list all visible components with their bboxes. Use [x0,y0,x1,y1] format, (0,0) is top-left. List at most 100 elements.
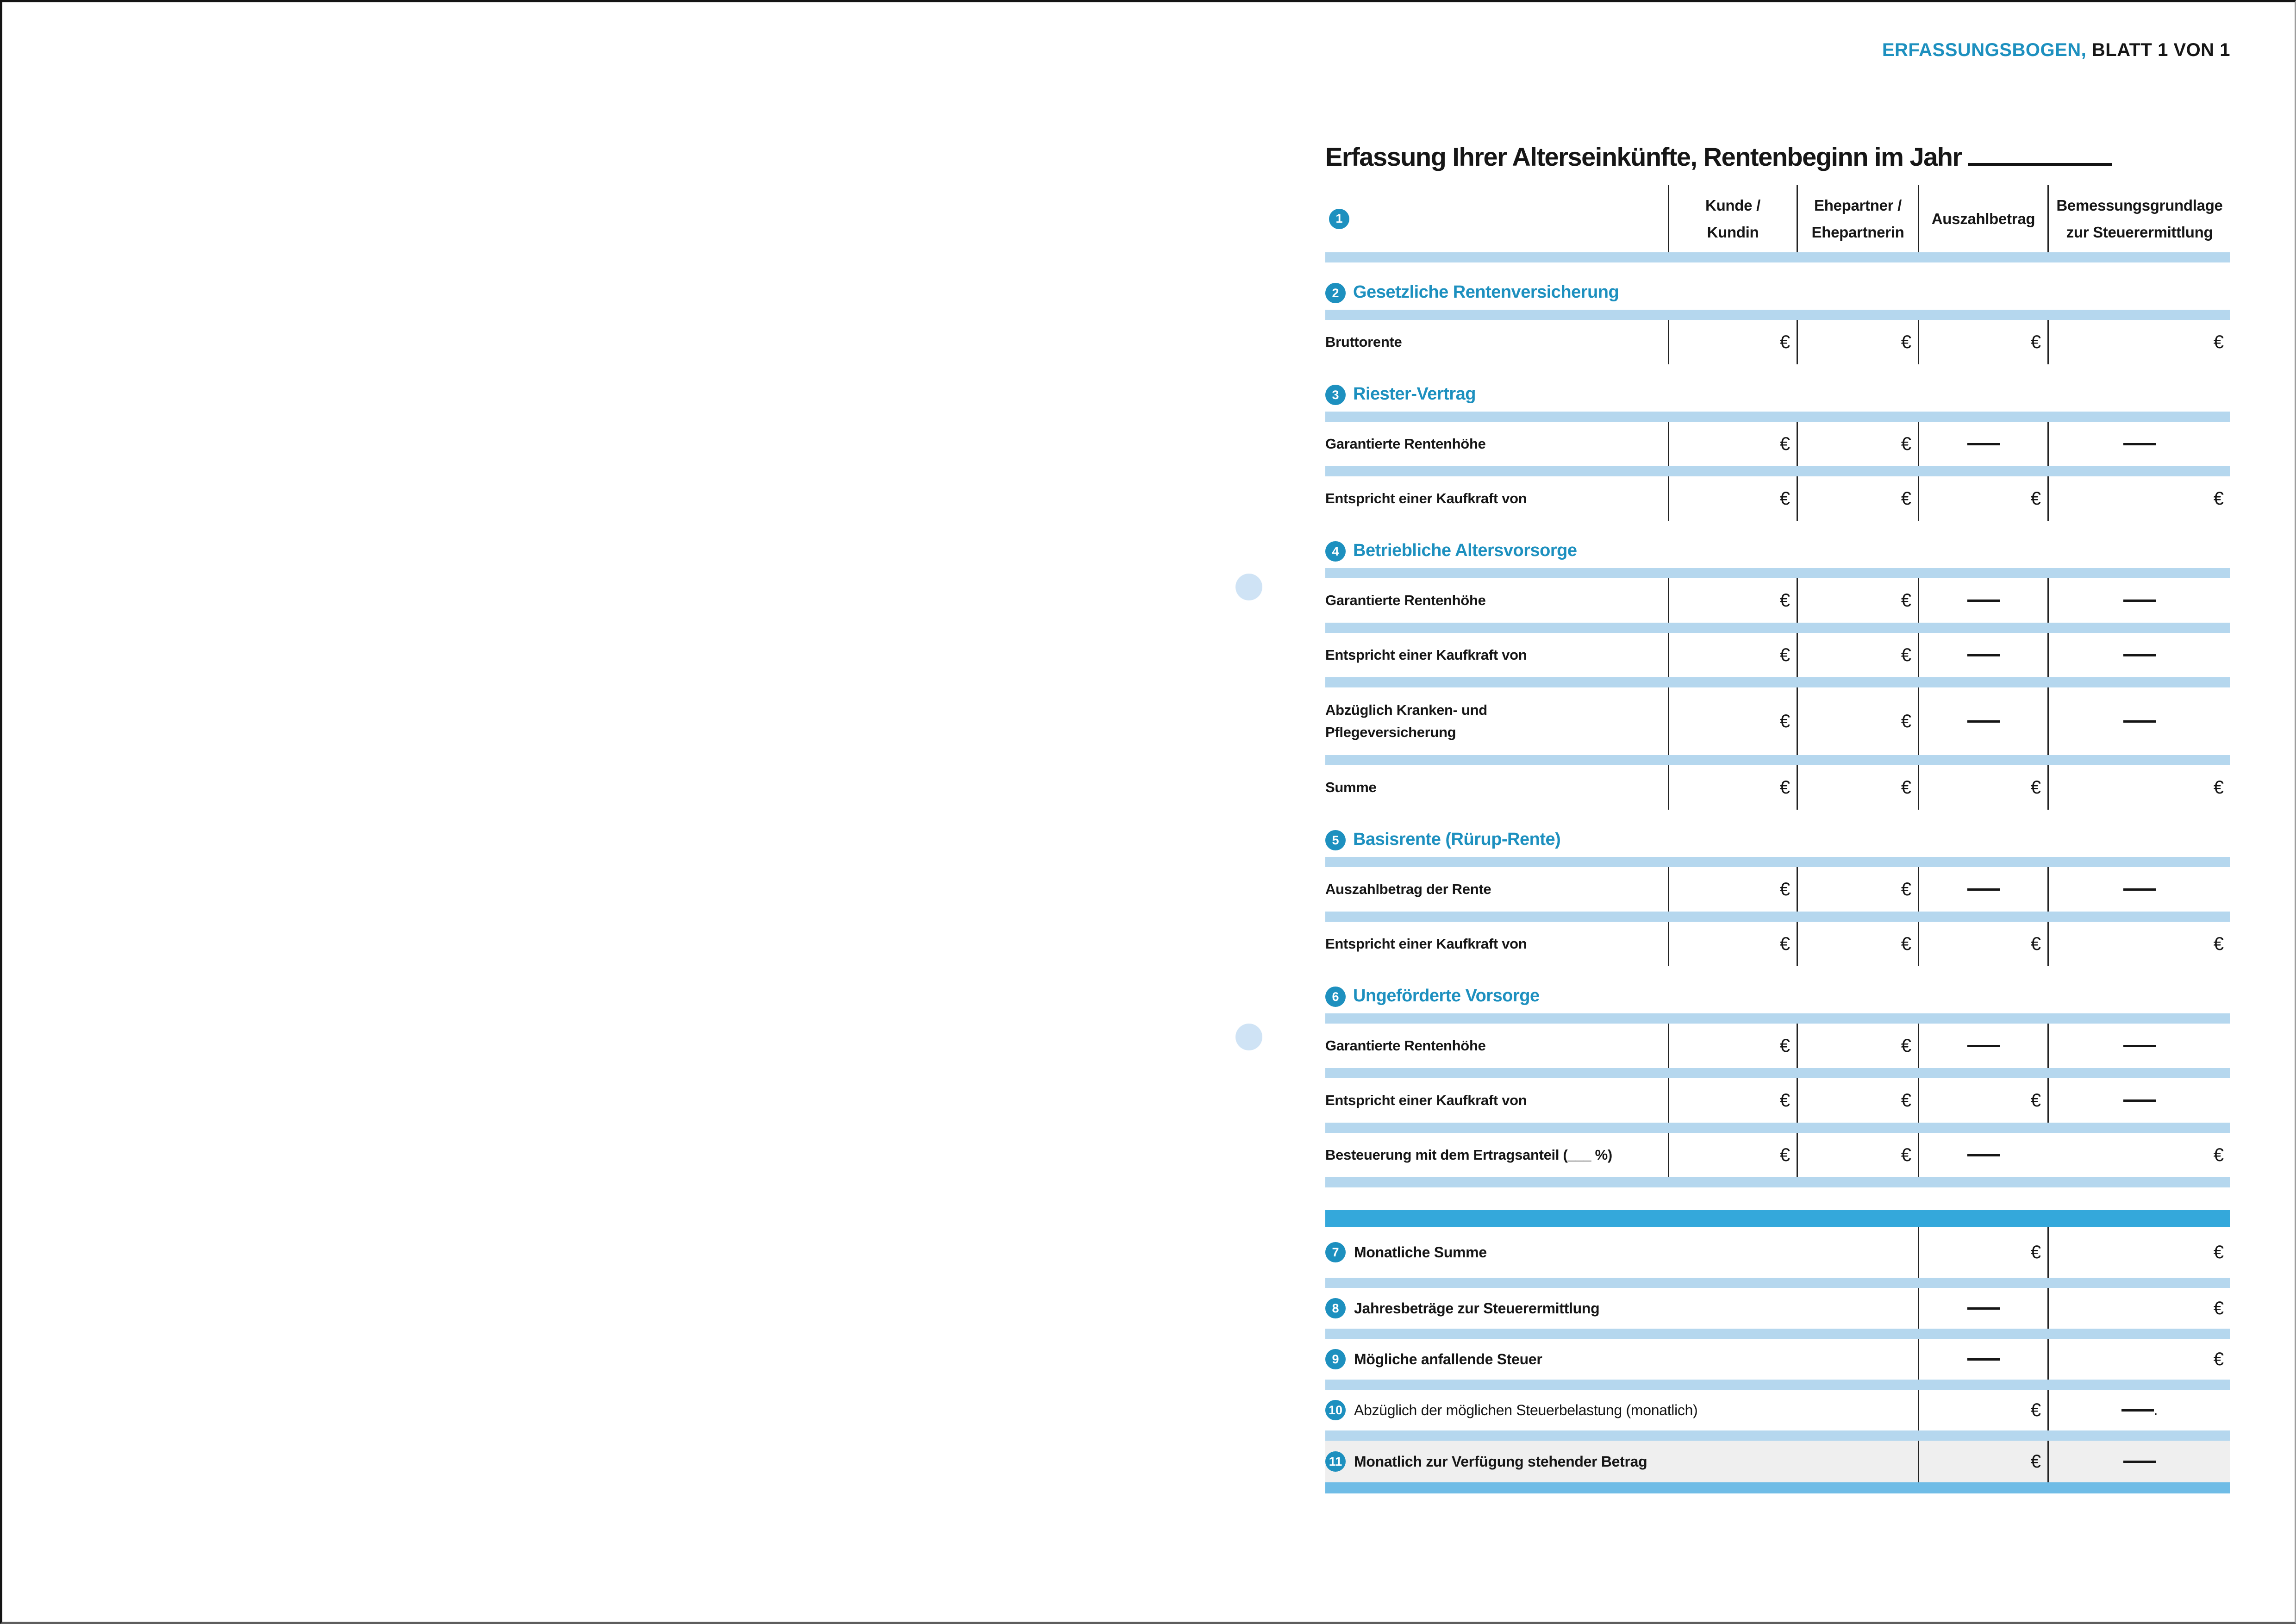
row-label: Garantierte Rentenhöhe [1325,435,1486,452]
spacer [1325,1187,2230,1210]
empty-dash-cell [1918,687,2047,755]
dash-mark [1967,1358,2000,1361]
summary-row-label: 7 Monatliche Summe [1325,1227,1918,1278]
table-row: Garantierte Rentenhöhe € € [1325,1024,2230,1068]
euro-amount-field: € [2047,476,2230,521]
dash-mark [2123,599,2156,602]
table-row: Auszahlbetrag der Rente € € [1325,867,2230,912]
empty-dash-cell [2047,687,2230,755]
summary-number-badge: 11 [1325,1451,1346,1472]
summary-label-text: Mögliche anfallende Steuer [1354,1350,1542,1368]
section-heading: 3 Riester-Vertrag [1325,364,2230,412]
euro-amount-field: € [2047,1227,2230,1278]
empty-dash-cell [1918,422,2047,466]
row-label: Garantierte Rentenhöhe [1325,592,1486,608]
euro-amount-field: € [1918,1227,2047,1278]
section-number-badge: 6 [1325,987,1346,1007]
dash-mark [2123,654,2156,656]
euro-amount-field: € [1668,765,1797,810]
row-label: Besteuerung mit dem Ertragsanteil (___ %… [1325,1146,1612,1163]
section-number-badge: 2 [1325,283,1346,303]
table-row: Entspricht einer Kaufkraft von € € [1325,633,2230,677]
table-header-row: 1 Kunde / Kundin Ehepartner / Ehepartnerin… [1325,185,2230,252]
section-number-badge: 5 [1325,830,1346,850]
table-row: Besteuerung mit dem Ertragsanteil (___ %… [1325,1133,2230,1177]
separator-band [1325,1278,2230,1288]
summary-number-badge: 10 [1325,1400,1346,1420]
row-label: Entspricht einer Kaufkraft von [1325,935,1527,952]
dash-mark [1967,599,2000,602]
row-label: Garantierte Rentenhöhe [1325,1037,1486,1054]
summary-label-text: Monatliche Summe [1354,1243,1487,1261]
separator-band [1325,755,2230,765]
euro-amount-field: € [1918,320,2047,364]
euro-amount-field: € [2047,922,2230,966]
empty-dash-cell [2047,422,2230,466]
summary-row-label: 8 Jahresbeträge zur Steuerermittlung [1325,1288,1918,1329]
section-number-badge: 3 [1325,385,1346,405]
euro-amount-field: € [1668,1024,1797,1068]
summary-row-label: 11 Monatlich zur Verfügung stehender Betr… [1325,1441,1918,1482]
euro-amount-field: € [1797,765,1918,810]
separator-band [1325,412,2230,422]
section-heading: 4 Betriebliche Altersvorsorge [1325,521,2230,568]
dash-mark [1967,443,2000,445]
euro-amount-field: € [1668,633,1797,677]
summary-number-badge: 9 [1325,1349,1346,1369]
empty-dash-cell [1918,633,2047,677]
empty-dash-cell [2047,578,2230,623]
table-row: Abzüglich Kranken- und Pflegeversicherun… [1325,687,2230,755]
euro-amount-field: € [1668,867,1797,912]
empty-dash-cell [1918,578,2047,623]
punch-hole-mark-top [1235,574,1262,600]
empty-dash-cell [2047,1078,2230,1123]
empty-dash-cell [2047,1441,2230,1482]
empty-dash-cell [1918,867,2047,912]
table-row: Entspricht einer Kaufkraft von € € € [1325,1078,2230,1123]
section-title: Gesetzliche Rentenversicherung [1353,282,1619,302]
section-heading: 6 Ungeförderte Vorsorge [1325,966,2230,1013]
row-label: Bruttorente [1325,333,1402,350]
separator-band [1325,1068,2230,1078]
table-row: Garantierte Rentenhöhe € € [1325,422,2230,466]
section-heading: 5 Basisrente (Rürup-Rente) [1325,810,2230,857]
empty-dash-cell [1918,1288,2047,1329]
column-header: Ehepartner / Ehepartnerin [1797,185,1918,252]
separator-band [1325,1013,2230,1024]
euro-amount-field: € [1668,476,1797,521]
euro-amount-field: € [1797,320,1918,364]
dash-mark [2123,1099,2156,1102]
separator-band [1325,466,2230,476]
dash-mark [2123,443,2156,445]
euro-amount-field: € [1797,1133,1918,1177]
euro-amount-field: € [2047,1339,2230,1380]
page-header-tag: ERFASSUNGSBOGEN, BLATT 1 VON 1 [1882,40,2230,61]
euro-amount-field: € [1668,687,1797,755]
empty-dash-cell [1918,1339,2047,1380]
punch-hole-mark-bottom [1235,1024,1262,1050]
summary-row: 7 Monatliche Summe € € [1325,1227,2230,1278]
dash-mark [1967,1307,2000,1310]
separator-band [1325,1123,2230,1133]
column-header: Bemessungsgrundlage zur Steuerermittlung [2047,185,2230,252]
euro-amount-field: € [1918,765,2047,810]
section-title: Betriebliche Altersvorsorge [1353,541,1577,560]
euro-amount-field: € [1797,867,1918,912]
separator-band [1325,677,2230,687]
table-row: Garantierte Rentenhöhe € € [1325,578,2230,623]
summary-number-badge: 7 [1325,1242,1346,1262]
year-blank-line [1968,144,2112,166]
euro-amount-field: € [1918,1078,2047,1123]
summary-row-label: 10 Abzüglich der möglichen Steuerbelastun… [1325,1390,1918,1430]
dash-mark [2123,1460,2156,1463]
euro-amount-field: € [2047,1288,2230,1329]
separator-band [1325,1177,2230,1187]
euro-amount-field: € [2047,765,2230,810]
page-title-text: Erfassung Ihrer Alterseinkünfte, Rentenb… [1325,142,1962,171]
table-row: Entspricht einer Kaufkraft von € € € € [1325,476,2230,521]
euro-amount-field: € [1797,1078,1918,1123]
summary-label-text: Jahresbeträge zur Steuerermittlung [1354,1299,1600,1317]
empty-dash-cell [2047,633,2230,677]
euro-amount-field: € [1797,687,1918,755]
summary-label-text: Monatlich zur Verfügung stehender Betrag [1354,1453,1647,1470]
